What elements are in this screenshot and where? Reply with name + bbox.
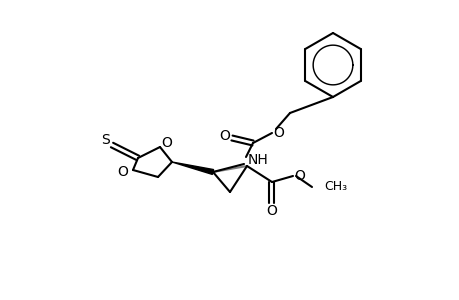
Polygon shape bbox=[172, 162, 213, 174]
Text: CH₃: CH₃ bbox=[323, 181, 347, 194]
Text: O: O bbox=[219, 129, 230, 143]
Text: S: S bbox=[101, 133, 110, 147]
Text: NH: NH bbox=[247, 153, 268, 167]
Text: O: O bbox=[266, 204, 277, 218]
Text: O: O bbox=[273, 126, 284, 140]
Text: O: O bbox=[118, 165, 128, 179]
Text: O: O bbox=[161, 136, 172, 150]
Text: O: O bbox=[294, 169, 305, 183]
